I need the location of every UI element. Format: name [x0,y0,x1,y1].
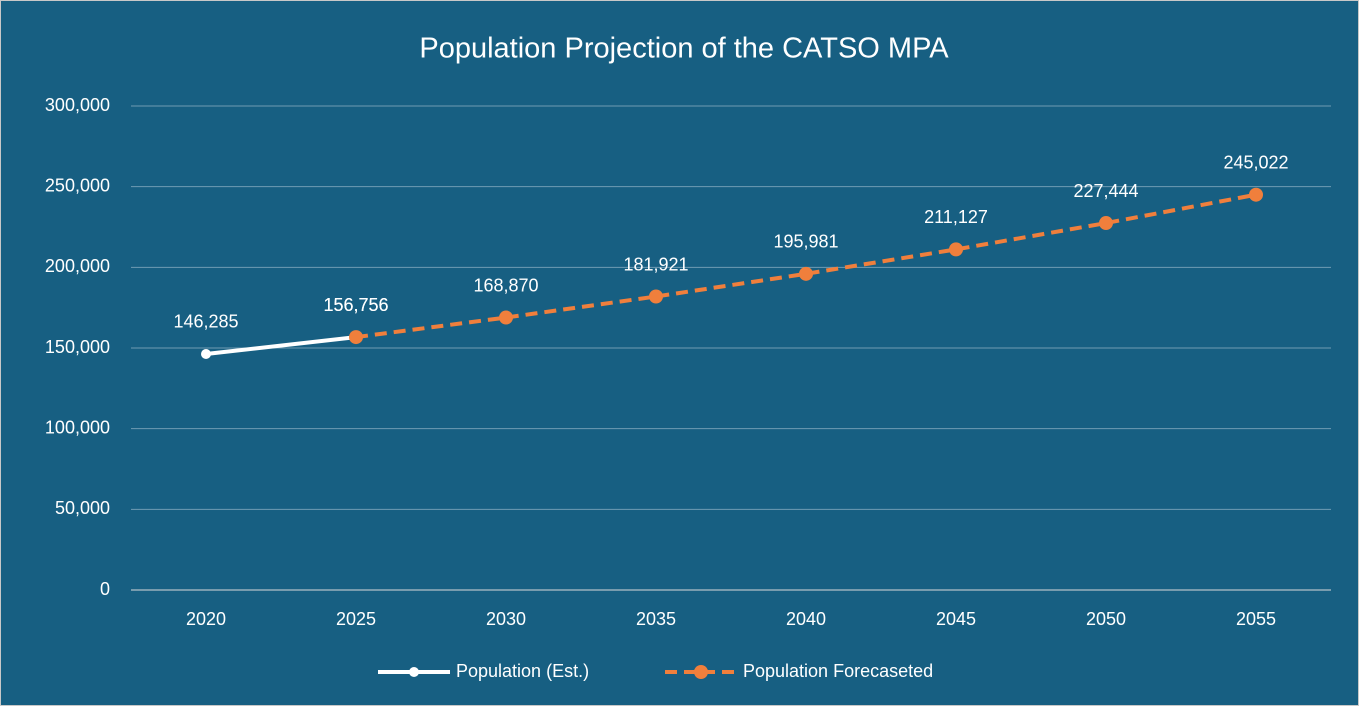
y-tick-label: 200,000 [45,256,110,276]
x-tick-label: 2040 [786,609,826,629]
y-tick-label: 300,000 [45,95,110,115]
x-tick-label: 2055 [1236,609,1276,629]
data-label: 156,756 [323,295,388,315]
data-label: 245,022 [1223,152,1288,172]
data-point [499,310,513,325]
y-tick-label: 250,000 [45,175,110,195]
data-label: 168,870 [473,275,538,295]
data-point [1099,216,1113,231]
data-label: 227,444 [1073,181,1138,201]
x-tick-label: 2030 [486,609,526,629]
y-tick-label: 50,000 [55,498,110,518]
data-label: 156,756 [323,295,388,315]
data-point [949,242,963,257]
legend-label: Population Forecaseted [743,661,933,681]
data-label: 195,981 [773,232,838,252]
chart-title: Population Projection of the CATSO MPA [419,33,949,65]
data-point [349,330,363,345]
series-line [205,335,357,356]
legend-marker [409,667,419,677]
legend-label: Population (Est.) [456,661,589,681]
data-label: 146,285 [173,312,238,332]
x-tick-label: 2020 [186,609,226,629]
y-tick-label: 100,000 [45,417,110,437]
data-point [799,266,813,281]
x-tick-label: 2050 [1086,609,1126,629]
x-tick-label: 2025 [336,609,376,629]
y-tick-label: 150,000 [45,337,110,357]
data-point [1249,187,1263,202]
legend-marker [694,665,708,679]
data-point [201,348,211,359]
x-tick-label: 2035 [636,609,676,629]
x-tick-label: 2045 [936,609,976,629]
y-tick-label: 0 [100,579,110,599]
data-label: 181,921 [623,254,688,274]
data-point [649,289,663,304]
data-label: 211,127 [924,207,988,227]
